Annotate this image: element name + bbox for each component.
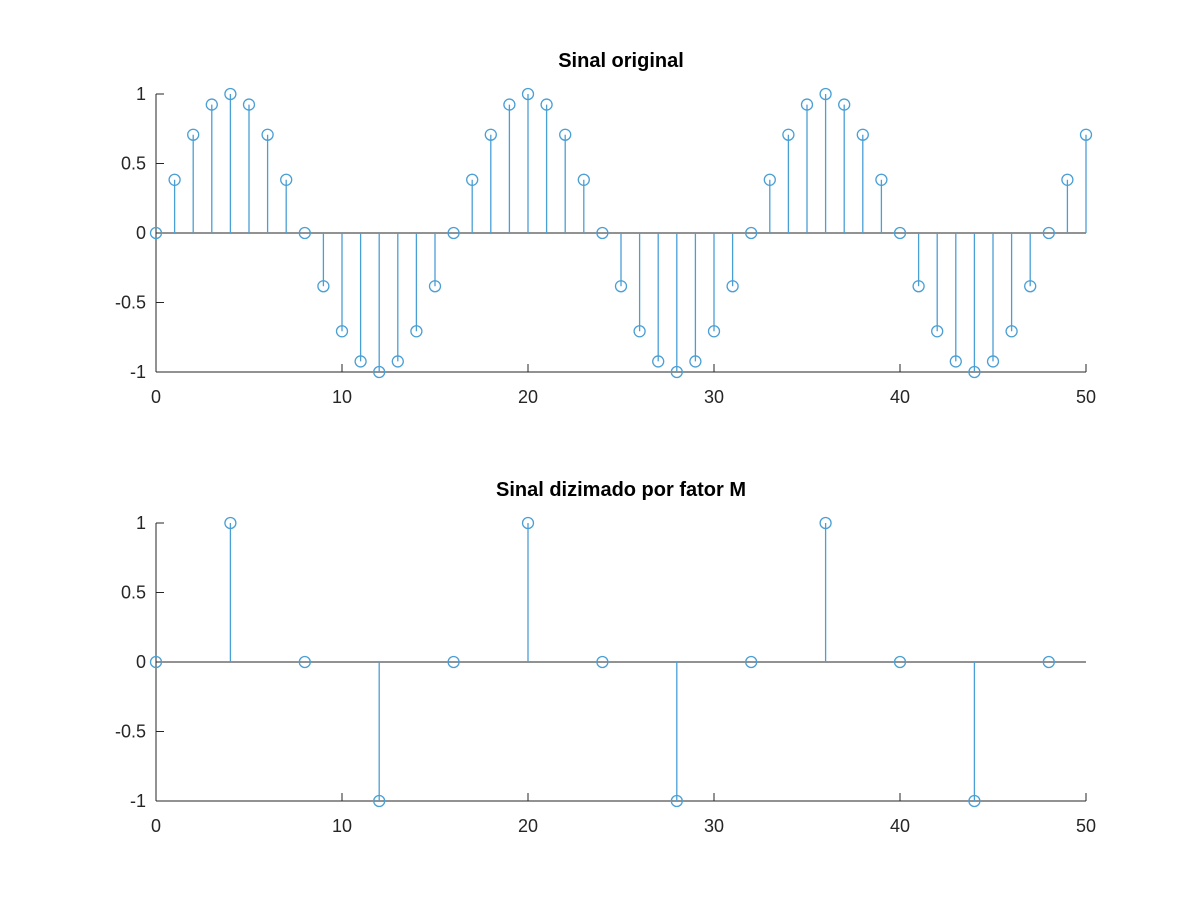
stem-series (149, 516, 1055, 808)
stem-marker (856, 128, 869, 141)
stem-marker (614, 280, 628, 293)
x-tick-label: 50 (1076, 387, 1096, 407)
stem-marker (1079, 128, 1093, 141)
axes: -1-0.500.510 10 20 30 40 50 (115, 513, 1096, 836)
stem-marker (949, 355, 962, 368)
stem-marker (335, 325, 349, 338)
stem-marker (410, 325, 423, 338)
x-tick-label: 30 (704, 816, 724, 836)
stem-marker (447, 655, 460, 669)
stem-marker (745, 226, 758, 240)
x-tick-label: 40 (890, 387, 910, 407)
stem-marker (503, 98, 516, 111)
stem-marker (373, 794, 386, 808)
stem-marker (670, 365, 683, 379)
stem-marker (149, 655, 163, 669)
plot-title: Sinal dizimado por fator M (496, 479, 746, 501)
y-tick-label: -0.5 (115, 293, 146, 313)
stem-marker (447, 226, 460, 240)
stem-marker (1061, 173, 1074, 186)
stem-series (149, 87, 1093, 379)
x-tick-label: 50 (1076, 816, 1096, 836)
x-tick-label: 20 (518, 816, 538, 836)
x-tick-label: 40 (890, 816, 910, 836)
stem-marker (1024, 280, 1037, 293)
y-tick-label: 0 (136, 652, 146, 672)
x-tick-label: 10 (332, 387, 352, 407)
y-tick-label: 0.5 (121, 154, 146, 174)
stem-marker (224, 87, 237, 101)
stem-marker (968, 365, 981, 379)
stem-marker (986, 355, 1000, 368)
stem-marker (205, 98, 218, 111)
plot-original-signal: Sinal original -1-0.500.510 10 20 30 40 50 (115, 50, 1096, 407)
stem-marker (224, 516, 237, 530)
stem-marker (298, 226, 311, 240)
stem-marker (187, 128, 200, 141)
stem-marker (838, 98, 851, 111)
stem-marker (596, 655, 609, 669)
stem-marker (298, 655, 311, 669)
y-tick-label: -0.5 (115, 722, 146, 742)
stem-marker (745, 655, 758, 669)
stem-marker (466, 173, 479, 186)
stem-marker (800, 98, 814, 111)
stem-marker (261, 128, 274, 141)
stem-marker (317, 280, 330, 293)
stem-marker (912, 280, 925, 293)
y-tick-label: 1 (136, 84, 146, 104)
stem-marker (373, 365, 386, 379)
stem-marker (596, 226, 609, 240)
x-tick-label: 30 (704, 387, 724, 407)
stem-marker (521, 516, 535, 530)
y-tick-label: -1 (130, 791, 146, 811)
stem-marker (242, 98, 256, 111)
stem-marker (893, 226, 907, 240)
stem-marker (1042, 655, 1055, 669)
stem-marker (1042, 226, 1055, 240)
stem-marker (168, 173, 181, 186)
stem-marker (782, 128, 795, 141)
stem-marker (633, 325, 646, 338)
stem-marker (484, 128, 497, 141)
plot-title: Sinal original (558, 50, 684, 72)
x-tick-label: 10 (332, 816, 352, 836)
stem-marker (652, 355, 665, 368)
x-tick-label: 0 (151, 387, 161, 407)
stem-marker (819, 87, 832, 101)
stem-marker (931, 325, 944, 338)
stem-marker (354, 355, 367, 368)
stem-marker (819, 516, 832, 530)
stem-marker (893, 655, 907, 669)
stem-marker (540, 98, 553, 111)
stem-marker (968, 794, 981, 808)
y-tick-label: 1 (136, 513, 146, 533)
stem-marker (726, 280, 739, 293)
stem-marker (577, 173, 590, 186)
stem-marker (391, 355, 404, 368)
x-tick-label: 20 (518, 387, 538, 407)
stem-marker (707, 325, 721, 338)
stem-marker (1005, 325, 1018, 338)
y-tick-label: 0.5 (121, 583, 146, 603)
stem-marker (280, 173, 293, 186)
stem-marker (689, 355, 702, 368)
plot-decimated-signal: Sinal dizimado por fator M -1-0.500.510 1… (115, 479, 1096, 836)
axes: -1-0.500.510 10 20 30 40 50 (115, 84, 1096, 407)
stem-marker (428, 280, 442, 293)
y-tick-label: 0 (136, 223, 146, 243)
stem-marker (149, 226, 163, 240)
stem-marker (559, 128, 572, 141)
y-tick-label: -1 (130, 362, 146, 382)
x-tick-label: 0 (151, 816, 161, 836)
stem-marker (670, 794, 683, 808)
stem-marker (875, 173, 888, 186)
stem-marker (763, 173, 776, 186)
stem-marker (521, 87, 535, 101)
